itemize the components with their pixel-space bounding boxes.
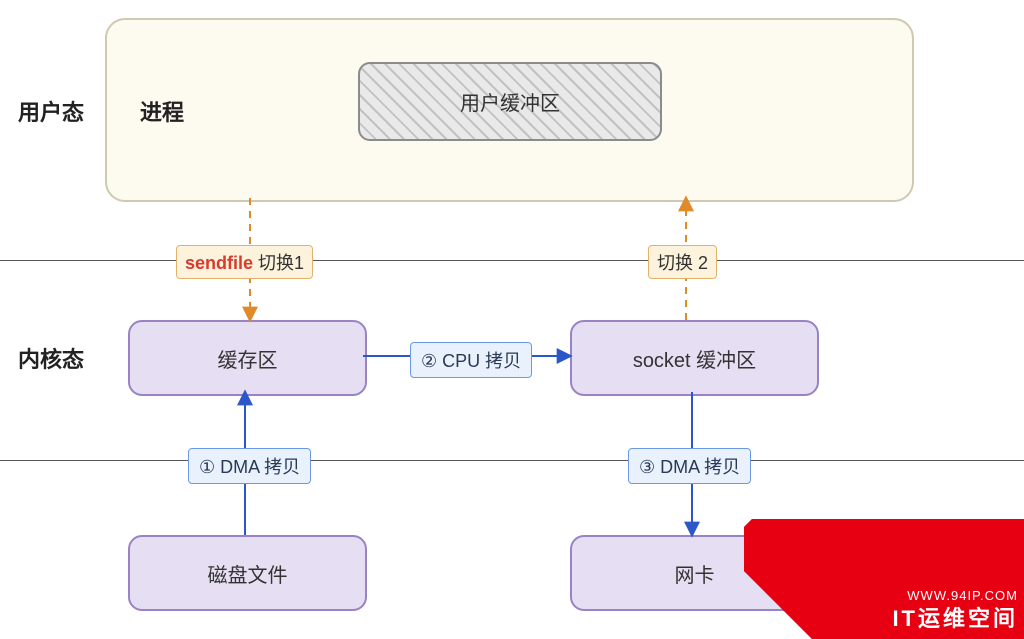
tag-dma3: ③ DMA 拷贝 <box>628 448 751 484</box>
tag-dma1: ① DMA 拷贝 <box>188 448 311 484</box>
node-socket-label: socket 缓冲区 <box>633 344 756 373</box>
tag-cpu: ② CPU 拷贝 <box>410 342 532 378</box>
label-user-space: 用户态 <box>18 95 84 127</box>
process-label: 进程 <box>140 95 184 127</box>
tag-sendfile: sendfile 切换1 <box>176 245 313 279</box>
watermark-corner: WWW.94IP.COM IT运维空间 <box>744 519 1024 639</box>
label-kernel-space: 内核态 <box>18 342 84 374</box>
user-buffer-label: 用户缓冲区 <box>460 87 560 116</box>
watermark-brand: IT运维空间 <box>892 601 1018 633</box>
tag-switch2: 切换 2 <box>648 245 717 279</box>
node-socket: socket 缓冲区 <box>570 320 819 396</box>
user-buffer-box: 用户缓冲区 <box>358 62 662 141</box>
node-cache-label: 缓存区 <box>218 344 278 373</box>
divider-upper <box>0 260 1024 261</box>
node-nic-label: 网卡 <box>675 559 715 588</box>
node-cache: 缓存区 <box>128 320 367 396</box>
node-disk: 磁盘文件 <box>128 535 367 611</box>
node-disk-label: 磁盘文件 <box>208 559 288 588</box>
diagram-stage: 用户态 内核态 进程 用户缓冲区 缓存区 socket 缓冲区 磁盘文件 网卡 <box>0 0 1024 639</box>
divider-lower <box>0 460 1024 461</box>
